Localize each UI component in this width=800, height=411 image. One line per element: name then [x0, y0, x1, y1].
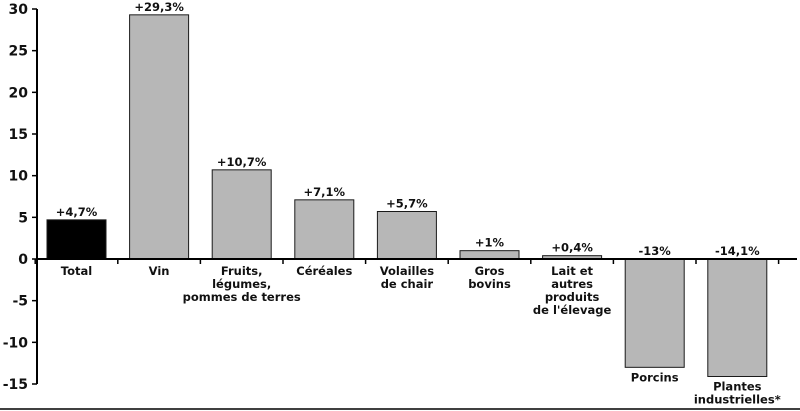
- bar: [707, 258, 768, 377]
- category-label: bovins: [468, 277, 511, 291]
- category-label: Volailles: [380, 264, 434, 278]
- data-label: +7,1%: [304, 185, 346, 199]
- category-label: Vin: [149, 264, 170, 278]
- bar: [46, 219, 107, 260]
- data-label: +5,7%: [386, 197, 428, 211]
- category-label: Lait et: [551, 264, 593, 278]
- bar: [294, 199, 355, 260]
- category-label: Céréales: [296, 264, 352, 278]
- data-label: +0,4%: [551, 241, 593, 255]
- y-tick-label: 0: [18, 252, 28, 268]
- y-tick-label: 30: [9, 2, 29, 18]
- data-label: +29,3%: [134, 0, 184, 14]
- y-tick-label: -10: [3, 335, 29, 351]
- category-label: de chair: [381, 277, 434, 291]
- category-label: Total: [61, 264, 92, 278]
- category-label: de l'élevage: [533, 303, 612, 317]
- y-tick-label: 25: [9, 44, 28, 60]
- y-tick-label: -5: [12, 294, 28, 310]
- category-label: autres: [551, 277, 593, 291]
- category-label: pommes de terres: [183, 290, 301, 304]
- category-label: Gros: [475, 264, 505, 278]
- data-label: +4,7%: [56, 205, 98, 219]
- category-label: Porcins: [631, 370, 679, 384]
- category-label: Plantes: [713, 380, 762, 394]
- bar: [376, 211, 437, 260]
- data-label: +1%: [475, 236, 505, 250]
- y-tick-label: 5: [18, 210, 28, 226]
- bar: [211, 169, 272, 260]
- bar: [129, 14, 190, 260]
- category-label: produits: [545, 290, 600, 304]
- category-label: industrielles*: [694, 393, 781, 407]
- y-tick-label: 20: [9, 85, 29, 101]
- data-label: -14,1%: [715, 244, 760, 258]
- data-label: +10,7%: [217, 155, 267, 169]
- y-tick-label: 15: [9, 127, 28, 143]
- category-label: Fruits,: [221, 264, 263, 278]
- y-tick-label: -15: [3, 377, 28, 393]
- data-label: -13%: [639, 244, 672, 258]
- y-tick-label: 10: [9, 169, 29, 185]
- bar: [624, 258, 685, 368]
- bar: [459, 250, 520, 260]
- category-label: légumes,: [212, 277, 271, 291]
